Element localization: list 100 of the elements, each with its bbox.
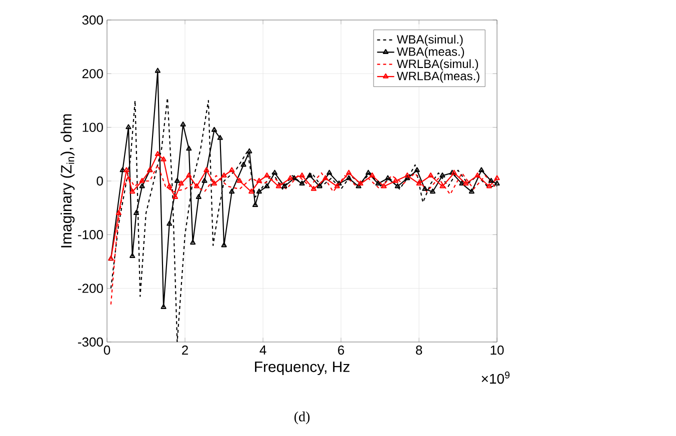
point bbox=[264, 183, 270, 188]
point bbox=[194, 183, 200, 188]
point bbox=[178, 180, 184, 186]
point bbox=[346, 175, 352, 180]
point bbox=[221, 242, 227, 248]
y-tick-label: 300 bbox=[82, 15, 103, 25]
point bbox=[180, 122, 186, 126]
legend-label: WBA(meas.) bbox=[396, 47, 464, 58]
point bbox=[124, 167, 130, 172]
point bbox=[221, 172, 227, 178]
point bbox=[291, 175, 298, 180]
point bbox=[166, 220, 172, 226]
point bbox=[381, 183, 387, 188]
point bbox=[404, 175, 410, 180]
point bbox=[186, 146, 192, 151]
y-tick-label: -300 bbox=[78, 337, 103, 347]
point bbox=[174, 178, 180, 183]
x-tick-label: 8 bbox=[416, 346, 422, 355]
point bbox=[272, 170, 278, 175]
point bbox=[116, 210, 122, 216]
x-axis-title: Frequency, Hz bbox=[255, 362, 350, 376]
point bbox=[334, 183, 340, 188]
x-tick-label: 0 bbox=[104, 346, 110, 355]
x-tick-label: 4 bbox=[260, 346, 266, 354]
point bbox=[366, 170, 372, 175]
point bbox=[488, 178, 494, 183]
point bbox=[474, 172, 480, 178]
point bbox=[307, 172, 313, 178]
point bbox=[463, 180, 469, 186]
point bbox=[394, 183, 400, 188]
point bbox=[130, 252, 136, 258]
point bbox=[172, 194, 178, 199]
point bbox=[202, 178, 208, 183]
point bbox=[186, 172, 192, 178]
point bbox=[190, 240, 196, 245]
y-tick-label: 0 bbox=[96, 176, 103, 186]
point bbox=[126, 124, 132, 130]
point bbox=[288, 175, 294, 180]
point bbox=[211, 126, 218, 132]
text: (d) bbox=[294, 412, 310, 424]
point bbox=[154, 151, 161, 156]
point bbox=[385, 175, 391, 180]
point bbox=[486, 183, 492, 188]
point bbox=[256, 188, 262, 194]
point bbox=[346, 170, 352, 175]
point bbox=[404, 172, 410, 178]
point bbox=[236, 178, 242, 183]
point bbox=[160, 304, 166, 309]
x-tick-label: 2 bbox=[182, 346, 188, 355]
point bbox=[160, 156, 166, 162]
point bbox=[248, 188, 254, 194]
point bbox=[440, 183, 446, 188]
point bbox=[316, 183, 322, 188]
legend-label: WBA(simul.) bbox=[396, 34, 463, 46]
point bbox=[120, 167, 126, 172]
point bbox=[133, 210, 140, 216]
point bbox=[478, 167, 484, 172]
y-tick-label: 100 bbox=[82, 122, 103, 132]
point bbox=[276, 183, 282, 188]
point bbox=[422, 186, 428, 191]
point bbox=[204, 167, 210, 172]
point bbox=[322, 175, 328, 180]
point bbox=[139, 183, 145, 188]
point bbox=[440, 172, 446, 178]
point bbox=[430, 188, 436, 194]
point bbox=[392, 178, 398, 183]
point bbox=[416, 180, 422, 186]
point bbox=[375, 180, 381, 186]
point bbox=[358, 180, 364, 186]
point bbox=[240, 162, 246, 167]
legend-label: WRLBA(meas.) bbox=[396, 71, 480, 83]
point bbox=[154, 68, 161, 73]
point bbox=[264, 172, 270, 178]
point bbox=[166, 183, 172, 188]
point bbox=[414, 167, 420, 172]
point bbox=[217, 134, 223, 140]
y-tick-label: 200 bbox=[82, 69, 103, 78]
y-tick-label: -100 bbox=[78, 230, 103, 240]
x-tick-label: 6 bbox=[338, 346, 344, 355]
point bbox=[428, 172, 434, 178]
point bbox=[246, 148, 252, 154]
text: ×10$^{9}$ bbox=[482, 372, 510, 384]
point bbox=[336, 180, 342, 186]
point bbox=[196, 194, 202, 199]
point bbox=[369, 172, 376, 178]
point bbox=[130, 188, 136, 194]
point bbox=[229, 167, 235, 172]
point bbox=[326, 170, 332, 175]
legend-label: WRLBA(simul.) bbox=[396, 59, 478, 70]
y-tick-label: -200 bbox=[78, 284, 103, 293]
point bbox=[299, 172, 305, 178]
point bbox=[310, 186, 317, 191]
point bbox=[252, 202, 258, 207]
y-axis-title: Imaginary (Z$_{in}$), ohm bbox=[60, 114, 75, 248]
x-tick-label: 10 bbox=[490, 346, 504, 355]
point bbox=[468, 188, 474, 194]
point bbox=[282, 183, 288, 188]
point bbox=[356, 183, 362, 188]
point bbox=[229, 188, 235, 194]
point bbox=[211, 180, 218, 186]
